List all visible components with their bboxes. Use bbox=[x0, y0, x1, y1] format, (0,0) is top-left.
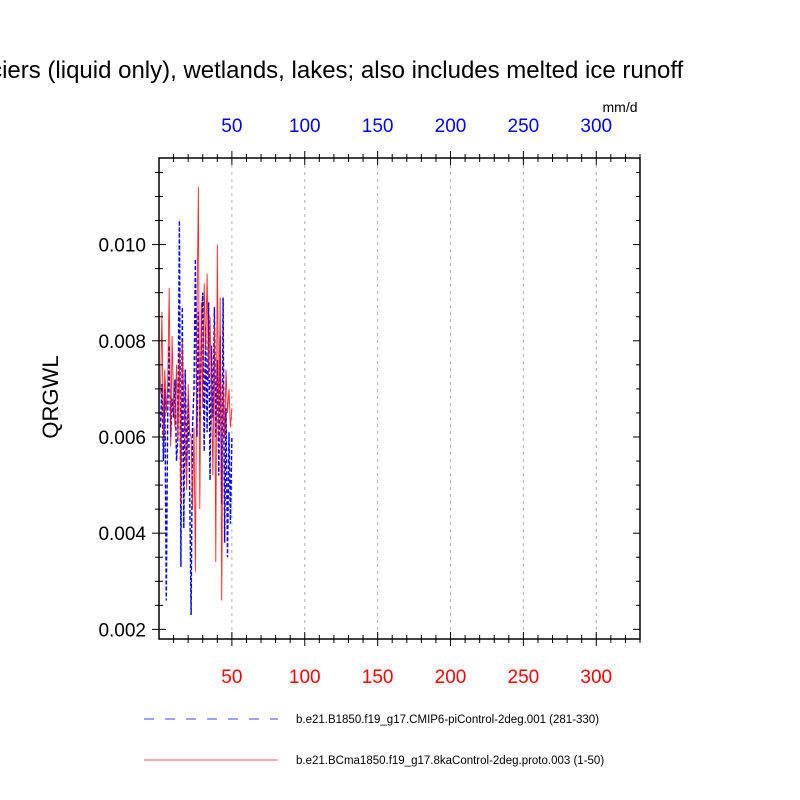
x-tick-label-bottom: 100 bbox=[289, 667, 321, 688]
legend-label: b.e21.B1850.f19_g17.CMIP6-piControl-2deg… bbox=[296, 714, 599, 726]
y-tick-label: 0.002 bbox=[98, 620, 146, 641]
series-line-8kaControl bbox=[160, 186, 233, 601]
y-tick-label: 0.008 bbox=[98, 332, 146, 353]
y-tick-label: 0.010 bbox=[98, 236, 146, 257]
x-tick-label-bottom: 200 bbox=[435, 667, 467, 688]
x-tick-label-bottom: 150 bbox=[362, 667, 394, 688]
grid-lines bbox=[231, 158, 597, 639]
x-tick-label-top: 300 bbox=[580, 116, 612, 137]
x-tick-label-top: 50 bbox=[221, 116, 242, 137]
x-tick-label-top: 150 bbox=[362, 116, 394, 137]
units-label: mm/d bbox=[603, 99, 638, 115]
plot-frame bbox=[158, 157, 641, 640]
legend-label: b.e21.BCma1850.f19_g17.8kaControl-2deg.p… bbox=[296, 755, 604, 767]
x-tick-label-top: 100 bbox=[289, 116, 321, 137]
chart-title: aciers (liquid only), wetlands, lakes; a… bbox=[0, 57, 684, 84]
x-tick-label-bottom: 300 bbox=[580, 667, 612, 688]
tick-labels: 50 50 100 100 150 150 200 200 250 250 300 300 0.002 0… bbox=[98, 116, 612, 688]
legend: b.e21.B1850.f19_g17.CMIP6-piControl-2deg… bbox=[144, 714, 604, 767]
x-tick-label-bottom: 50 bbox=[221, 667, 242, 688]
y-tick-label: 0.006 bbox=[98, 428, 146, 449]
x-tick-label-bottom: 250 bbox=[508, 667, 540, 688]
axis-ticks bbox=[152, 151, 641, 646]
y-tick-label: 0.004 bbox=[98, 524, 146, 545]
x-tick-label-top: 250 bbox=[508, 116, 540, 137]
series-lines bbox=[159, 186, 233, 616]
y-axis-label: QRGWL bbox=[38, 355, 63, 438]
x-tick-label-top: 200 bbox=[435, 116, 467, 137]
